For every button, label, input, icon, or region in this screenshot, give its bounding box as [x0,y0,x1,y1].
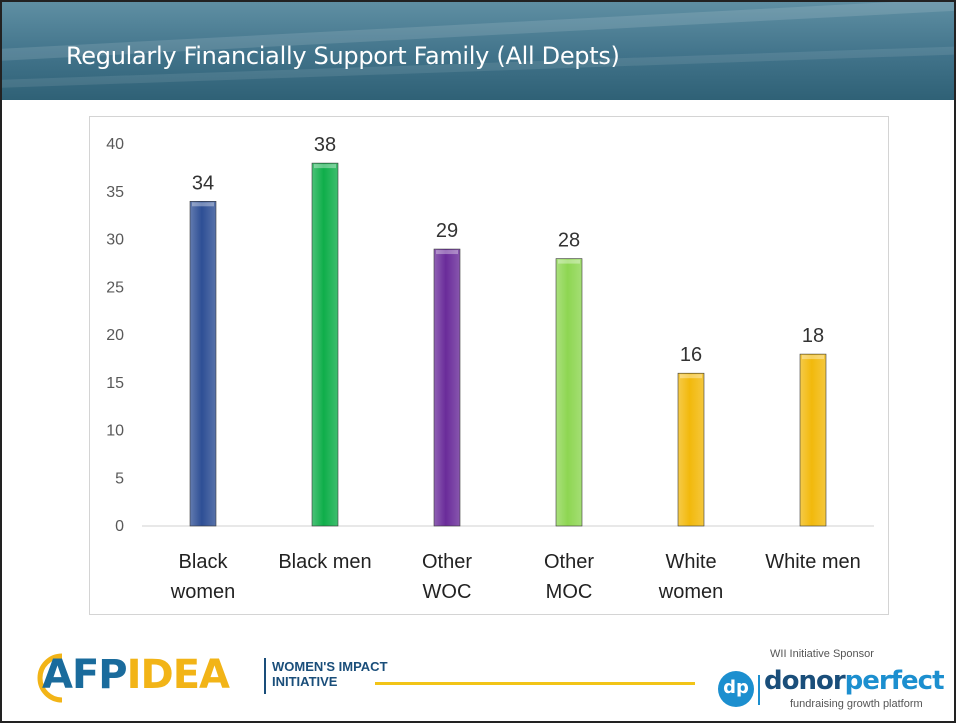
donorperfect-logo: dp donorperfect fundraising growth platf… [718,665,938,715]
bar [800,354,826,526]
wii-text: WOMEN'S IMPACT INITIATIVE [272,659,388,689]
afp-idea-logo: AFPIDEA WOMEN'S IMPACT INITIATIVE [32,650,372,705]
y-tick-label: 15 [106,375,124,392]
x-axis-ticks: Black women Black men Other WOC Other MOC White… [170,551,861,603]
idea-wordmark: IDEA [127,652,229,698]
bar [312,163,338,526]
bar [678,373,704,526]
dp-wordmark: donorperfect [764,666,944,696]
x-tick-label: Black men [278,551,371,573]
logo-divider [264,658,266,694]
data-label: 34 [192,172,214,194]
data-label: 18 [802,325,824,347]
bar-highlight [558,260,580,264]
dp-tagline: fundraising growth platform [790,698,923,710]
x-tick-label: White men [765,551,861,573]
bar [190,201,216,526]
bar-chart: 0 5 10 15 20 25 30 35 40 34 38 29 28 16 18 Black women… [90,117,888,614]
y-tick-label: 40 [106,136,124,153]
dp-divider [758,675,760,705]
data-label: 16 [680,344,702,366]
bar [434,249,460,526]
y-tick-label: 0 [115,518,124,535]
bar-highlight [680,374,702,378]
bar-highlight [192,202,214,206]
bar-highlight [314,164,336,168]
x-tick-label: White women [658,551,723,603]
y-tick-label: 35 [106,184,124,201]
y-axis-ticks: 0 5 10 15 20 25 30 35 40 [106,136,874,535]
data-label: 29 [436,220,458,242]
afp-wordmark: AFPIDEA [42,652,229,698]
sponsor-label: WII Initiative Sponsor [770,648,874,660]
bars [190,163,826,526]
bar-highlight [436,250,458,254]
dp-mark-icon: dp [718,671,754,707]
y-tick-label: 30 [106,232,124,249]
x-tick-label: Black women [170,551,235,603]
y-tick-label: 5 [115,470,124,487]
chart-frame: 0 5 10 15 20 25 30 35 40 34 38 29 28 16 18 Black women… [89,116,889,615]
bar-highlight [802,355,824,359]
x-tick-label: Other MOC [544,551,594,603]
data-label: 28 [558,230,580,252]
data-label: 38 [314,134,336,156]
slide-title: Regularly Financially Support Family (Al… [66,42,620,70]
bar [556,259,582,526]
y-tick-label: 20 [106,327,124,344]
data-labels: 34 38 29 28 16 18 [192,134,824,366]
y-tick-label: 25 [106,279,124,296]
y-tick-label: 10 [106,423,124,440]
x-tick-label: Other WOC [422,551,472,603]
footer-accent-line [375,682,695,685]
slide-header: Regularly Financially Support Family (Al… [2,2,954,100]
